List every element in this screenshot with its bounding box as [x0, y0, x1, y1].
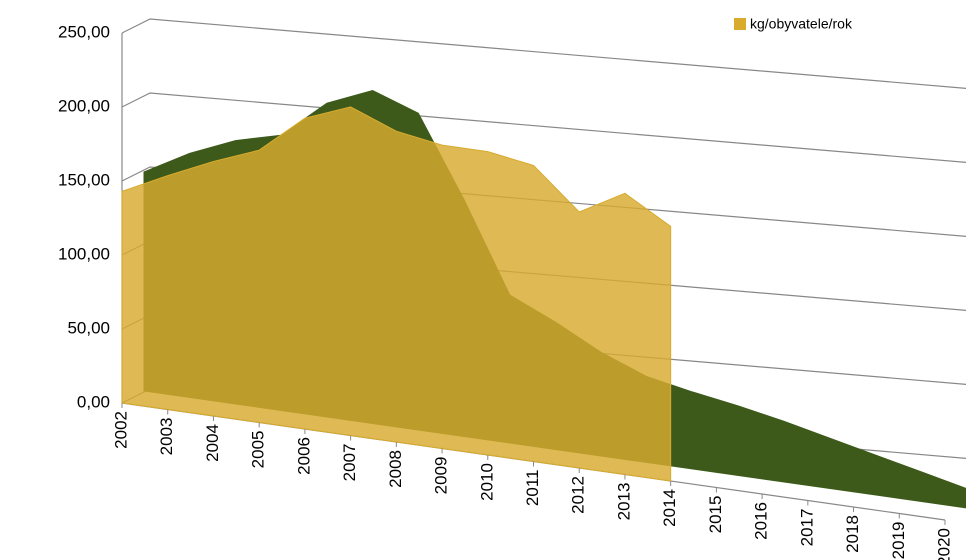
x-tick-label: 2006: [294, 437, 313, 475]
grid-line: [121, 92, 966, 163]
x-tick-label: 2018: [843, 515, 862, 553]
legend: kg/obyvatele/rok: [734, 16, 853, 32]
legend-swatch: [734, 18, 746, 30]
y-tick-label: 50,00: [67, 318, 110, 337]
x-tick-label: 2002: [111, 411, 130, 449]
y-tick-label: 150,00: [58, 170, 110, 189]
x-tick-label: 2010: [477, 463, 496, 501]
x-tick-label: 2009: [432, 457, 451, 495]
y-tick-label: 0,00: [77, 392, 110, 411]
area: [121, 106, 672, 482]
x-tick-label: 2007: [340, 444, 359, 482]
x-tick-label: 2015: [706, 496, 725, 534]
x-tick-label: 2013: [614, 483, 633, 521]
x-tick-label: 2004: [203, 424, 222, 462]
x-tick-label: 2003: [157, 418, 176, 456]
y-tick-label: 250,00: [58, 22, 110, 41]
x-tick-label: 2005: [249, 431, 268, 469]
x-tick-label: 2012: [569, 476, 588, 514]
legend-label: kg/obyvatele/rok: [750, 16, 853, 32]
x-tick-label: 2011: [523, 470, 542, 507]
x-tick-label: 2016: [752, 502, 771, 540]
grid-line: [121, 166, 966, 237]
x-tick-label: 2020: [934, 528, 953, 560]
x-tick-label: 2017: [797, 509, 816, 547]
x-tick-label: 2008: [386, 450, 405, 488]
x-tick-label: 2014: [660, 489, 679, 527]
y-tick-label: 200,00: [58, 96, 110, 115]
x-tick-label: 2019: [889, 522, 908, 560]
grid-line: [121, 18, 966, 89]
y-tick-label: 100,00: [58, 244, 110, 263]
